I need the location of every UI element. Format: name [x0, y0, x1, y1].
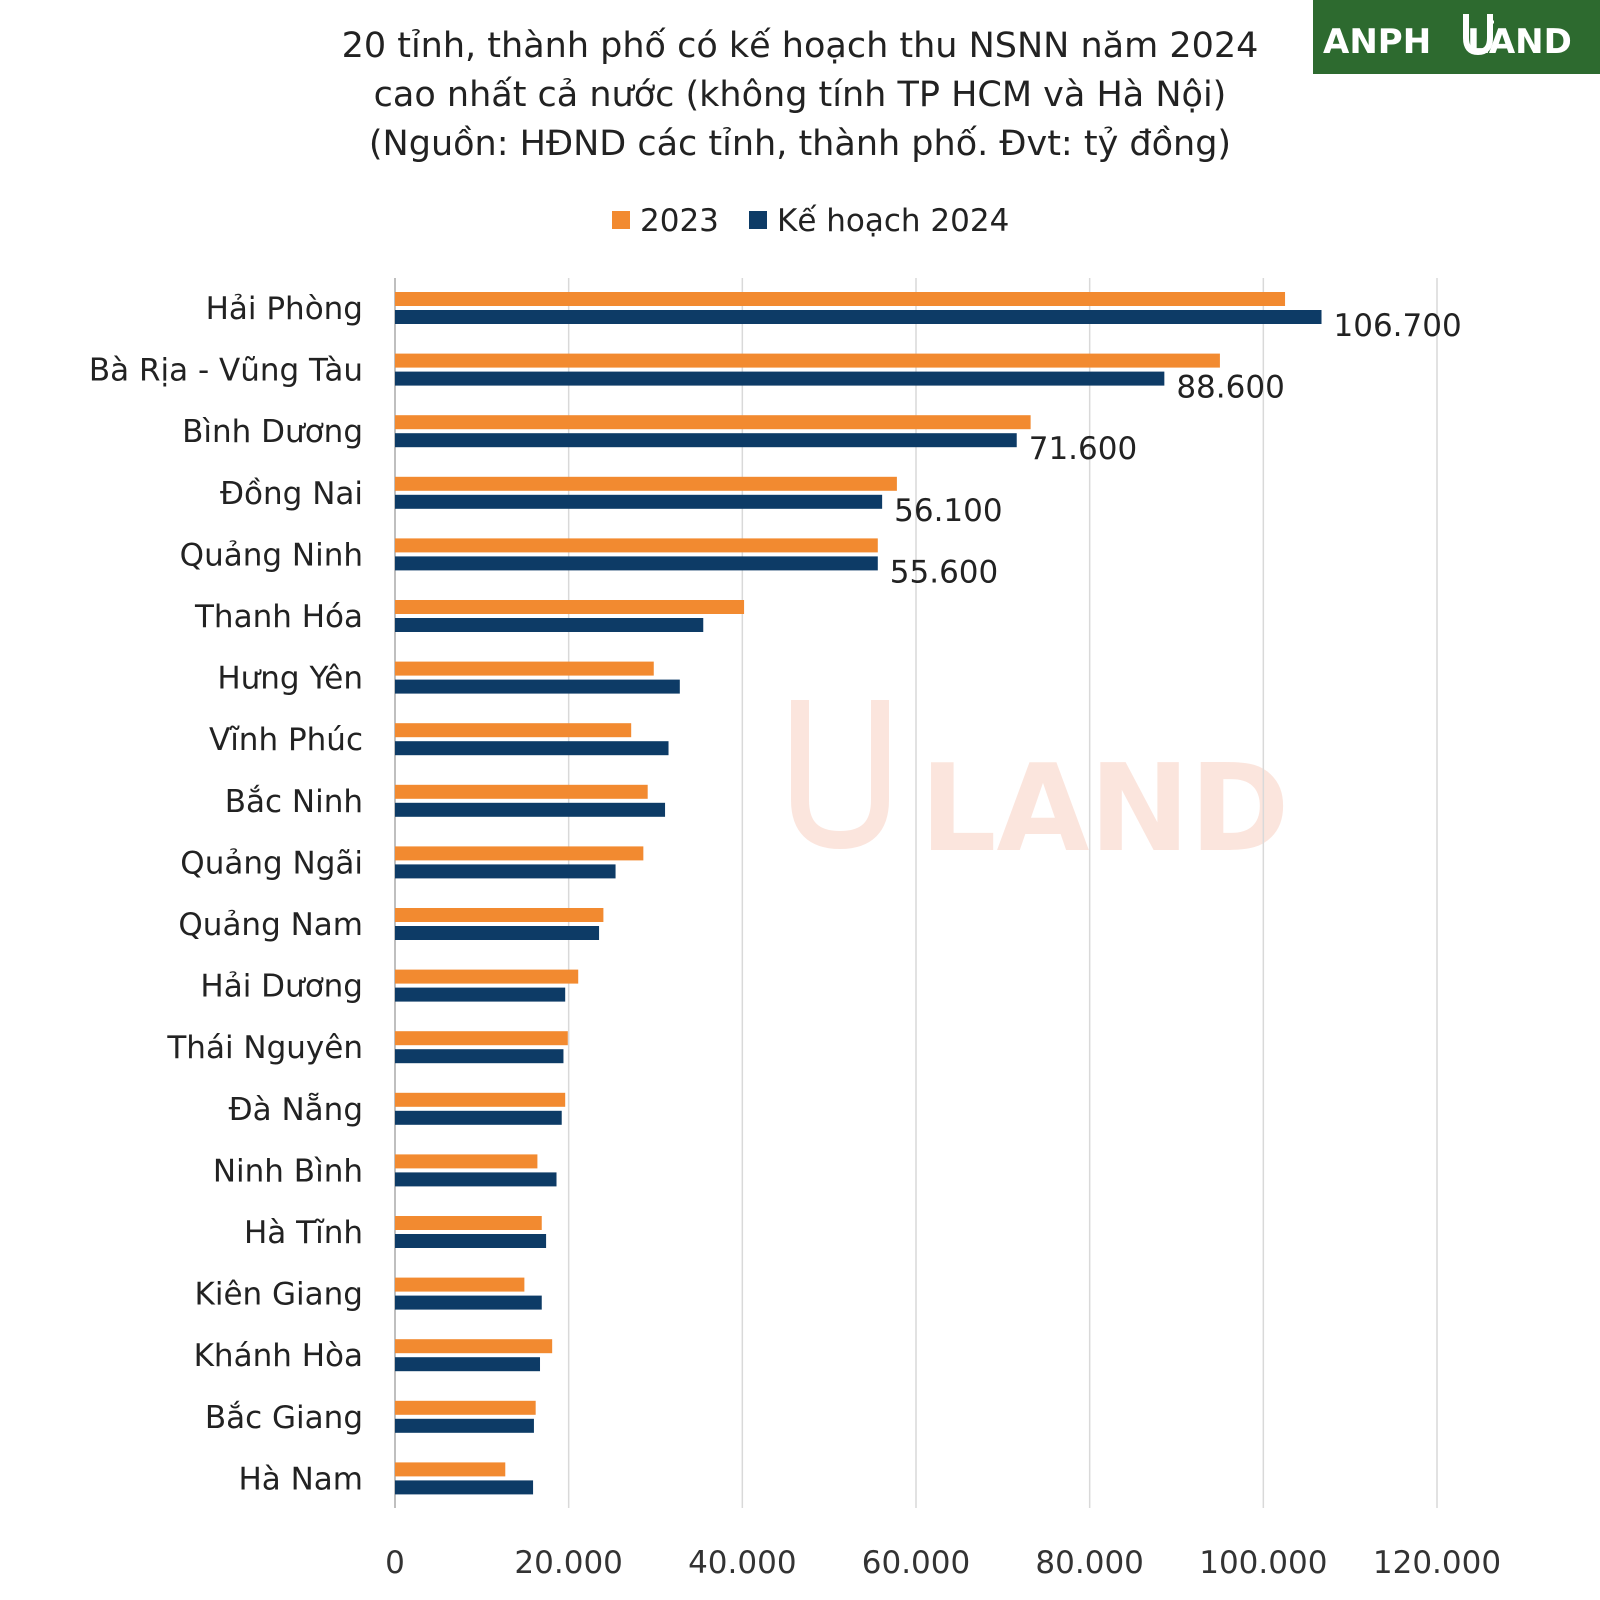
bar-2023: [395, 908, 604, 922]
x-tick-label: 0: [385, 1545, 405, 1581]
bar-2023: [395, 661, 654, 676]
bar-2024: [395, 1172, 557, 1187]
bar-2024: [395, 864, 616, 879]
legend-swatch: [749, 211, 767, 229]
category-label: Thanh Hóa: [194, 599, 363, 635]
category-label: Kiên Giang: [195, 1277, 363, 1313]
category-label: Bắc Ninh: [225, 784, 363, 820]
bar-2024: [395, 741, 669, 756]
bar-2024: [395, 987, 566, 1002]
bar-2023: [395, 723, 632, 738]
category-label: Bình Dương: [182, 414, 363, 450]
bar-2024: [395, 1234, 547, 1248]
bar-2023: [395, 1400, 536, 1415]
bar-2023: [395, 1462, 506, 1477]
logo-text: ANPH LAND: [1323, 22, 1572, 62]
category-label: Hà Nam: [238, 1461, 363, 1497]
data-label: 88.600: [1176, 370, 1284, 406]
bar-2024: [395, 1295, 542, 1310]
bar-2023: [395, 969, 579, 984]
title-line-2: cao nhất cả nước (không tính TP HCM và H…: [373, 75, 1227, 115]
x-tick-label: 120.000: [1373, 1545, 1501, 1581]
legend-swatch: [612, 211, 630, 229]
bar-2023: [395, 538, 878, 553]
bar-2024: [395, 494, 883, 509]
title-line-1: 20 tỉnh, thành phố có kế hoạch thu NSNN …: [341, 26, 1259, 66]
bar-2024: [395, 556, 878, 571]
bar-2024: [395, 1049, 564, 1064]
bar-2023: [395, 1092, 566, 1107]
bar-2024: [395, 926, 600, 940]
category-label: Quảng Ninh: [180, 537, 363, 573]
bar-2023: [395, 784, 648, 799]
bar-2023: [395, 415, 1031, 430]
bar-2023: [395, 353, 1220, 368]
category-label: Ninh Bình: [213, 1153, 363, 1189]
category-label: Hà Tĩnh: [244, 1215, 363, 1251]
bar-2023: [395, 1277, 525, 1292]
logo-u-icon: [1463, 14, 1494, 56]
data-label: 106.700: [1334, 308, 1462, 344]
category-label: Bắc Giang: [205, 1400, 363, 1436]
bar-2024: [395, 618, 704, 632]
data-label: 71.600: [1029, 431, 1137, 467]
category-label: Hải Phòng: [206, 291, 363, 327]
x-tick-label: 100.000: [1199, 1545, 1327, 1581]
category-label: Quảng Nam: [178, 907, 363, 943]
category-label: Bà Rịa - Vũng Tàu: [89, 353, 363, 389]
brand-logo: ANPH LAND: [1313, 0, 1600, 74]
bar-2024: [395, 1480, 534, 1495]
bar-2023: [395, 292, 1286, 306]
title-line-3: (Nguồn: HĐND các tỉnh, thành phố. Đvt: t…: [368, 124, 1232, 164]
bar-2023: [395, 600, 745, 614]
bar-2023: [395, 1154, 538, 1169]
bar-2023: [395, 846, 644, 861]
category-label: Khánh Hòa: [194, 1338, 363, 1374]
category-label: Thái Nguyên: [166, 1030, 363, 1066]
bar-2024: [395, 433, 1017, 448]
category-label: Đà Nẵng: [229, 1092, 363, 1128]
category-label: Đồng Nai: [220, 476, 363, 512]
category-label: Hải Dương: [200, 969, 363, 1005]
x-tick-label: 40.000: [688, 1545, 796, 1581]
bar-2023: [395, 1216, 542, 1230]
bar-2024: [395, 1418, 534, 1433]
bar-2023: [395, 1031, 568, 1046]
x-tick-label: 60.000: [862, 1545, 970, 1581]
bar-2023: [395, 1339, 553, 1354]
category-label: Vĩnh Phúc: [209, 722, 363, 758]
x-tick-label: 80.000: [1035, 1545, 1143, 1581]
bar-2024: [395, 802, 666, 817]
category-label: Hưng Yên: [217, 661, 363, 697]
bar-2023: [395, 476, 897, 491]
bar-2024: [395, 371, 1165, 386]
bar-2024: [395, 1110, 562, 1125]
category-label: Quảng Ngãi: [180, 845, 363, 881]
chart-title: 20 tỉnh, thành phố có kế hoạch thu NSNN …: [250, 22, 1350, 169]
bar-2024: [395, 679, 680, 694]
legend-label: Kế hoạch 2024: [777, 203, 1009, 239]
data-label: 56.100: [894, 493, 1002, 529]
legend-label: 2023: [640, 203, 719, 239]
data-label: 55.600: [890, 554, 998, 590]
bar-2024: [395, 310, 1322, 324]
x-tick-label: 20.000: [514, 1545, 622, 1581]
bar-2024: [395, 1357, 541, 1372]
